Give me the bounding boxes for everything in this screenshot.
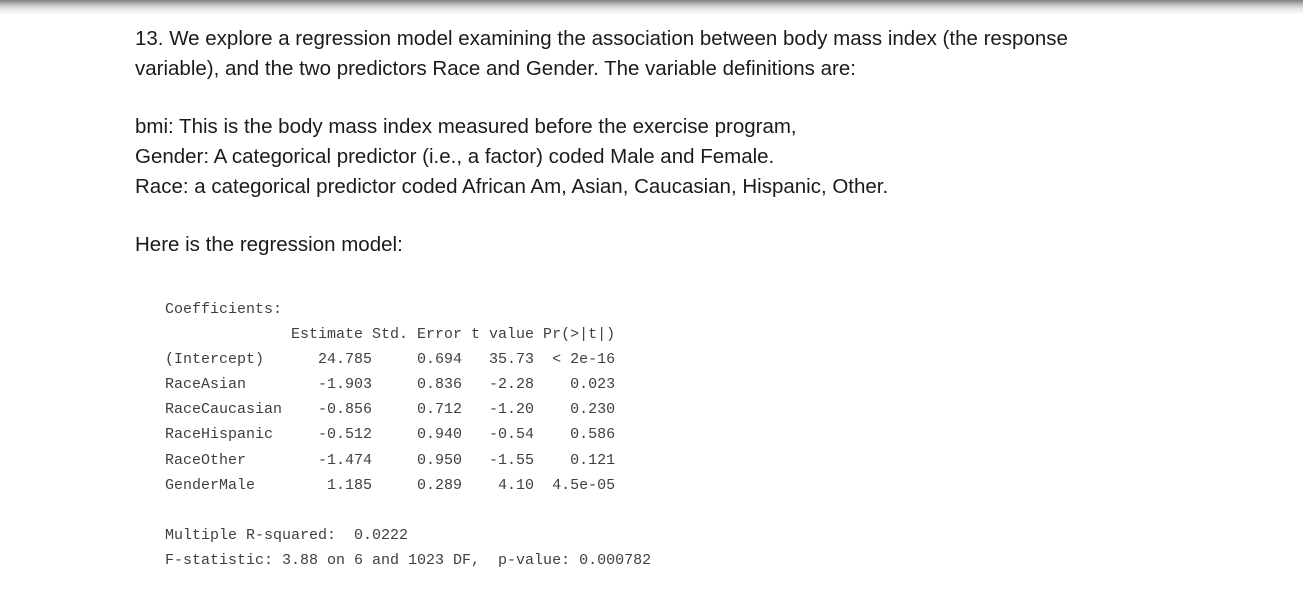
definition-gender: Gender: A categorical predictor (i.e., a…	[135, 145, 775, 168]
variable-definitions: bmi: This is the body mass index measure…	[135, 112, 888, 202]
model-intro-line: Here is the regression model:	[135, 233, 403, 256]
r-console-output: Coefficients: Estimate Std. Error t valu…	[165, 301, 652, 569]
definition-bmi: bmi: This is the body mass index measure…	[135, 115, 797, 138]
top-edge-shadow	[0, 0, 1303, 15]
question-line-2: variable), and the two predictors Race a…	[135, 57, 856, 80]
question-paragraph: 13. We explore a regression model examin…	[135, 24, 1068, 84]
question-line-1: 13. We explore a regression model examin…	[135, 27, 1068, 50]
definition-race: Race: a categorical predictor coded Afri…	[135, 175, 889, 198]
